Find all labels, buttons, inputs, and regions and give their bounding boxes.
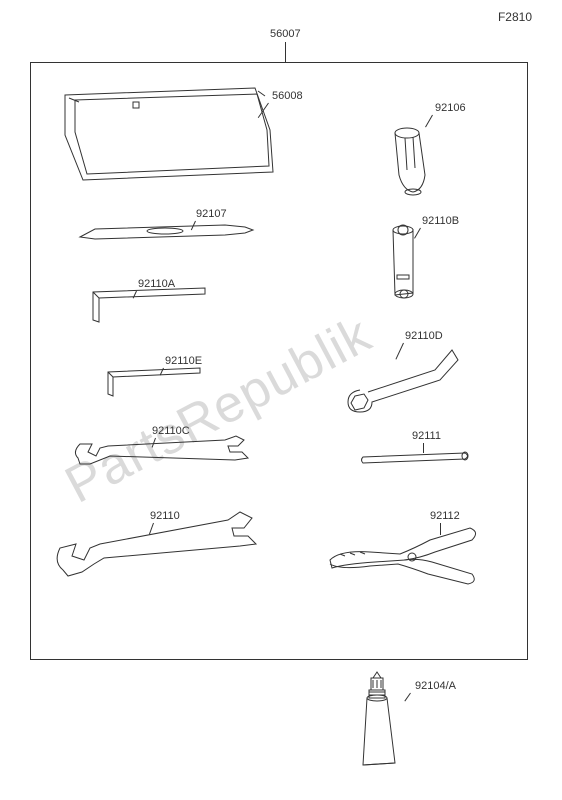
page-code: F2810 [498,10,532,24]
label-socket: 92110B [422,215,459,227]
label-grease: 92104/A [415,680,456,692]
label-bar: 92111 [412,430,441,442]
leader-pliers [440,523,441,535]
assembly-label: 56007 [270,28,301,40]
label-ring-wrench: 92110D [405,330,443,342]
tool-bag [55,80,285,190]
label-hexkey-small: 92110E [165,355,202,367]
tool-socket-wrench [385,220,440,320]
tool-bar [355,445,485,475]
leader-assembly [285,42,286,62]
leader-bar [423,443,424,453]
label-pliers: 92112 [430,510,460,522]
label-open-wrench-large: 92110 [150,510,180,522]
label-hexkey-large: 92110A [138,278,175,290]
tool-screwdriver [75,215,265,255]
tool-ring-wrench [340,330,480,420]
tool-open-wrench-small [70,430,260,480]
tool-grip [385,120,455,205]
tool-pliers [320,510,500,600]
label-bag: 56008 [272,90,303,102]
tool-hexkey-small [100,360,220,410]
label-open-wrench-small: 92110C [152,425,190,437]
label-grip: 92106 [435,102,466,114]
label-screwdriver: 92107 [196,208,227,220]
